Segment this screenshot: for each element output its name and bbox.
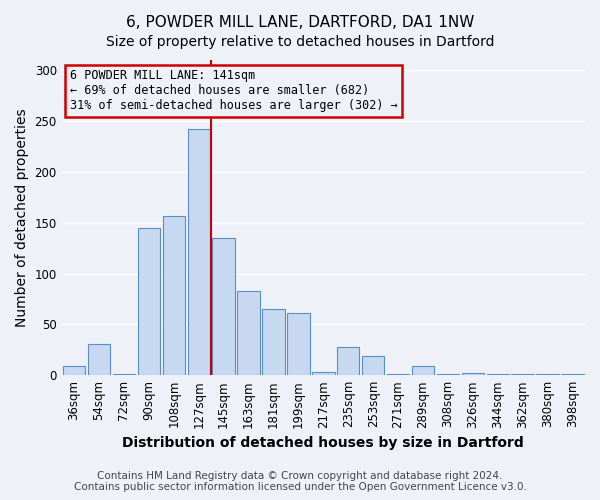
Y-axis label: Number of detached properties: Number of detached properties	[15, 108, 29, 327]
Bar	[163, 216, 185, 375]
Bar	[312, 372, 335, 375]
Bar	[562, 374, 584, 375]
Bar	[212, 238, 235, 375]
Bar	[287, 313, 310, 375]
Bar	[487, 374, 509, 375]
X-axis label: Distribution of detached houses by size in Dartford: Distribution of detached houses by size …	[122, 436, 524, 450]
Bar	[238, 291, 260, 375]
Bar	[137, 228, 160, 375]
Bar	[188, 129, 210, 375]
Bar	[63, 366, 85, 375]
Bar	[437, 374, 459, 375]
Text: 6 POWDER MILL LANE: 141sqm
← 69% of detached houses are smaller (682)
31% of sem: 6 POWDER MILL LANE: 141sqm ← 69% of deta…	[70, 70, 397, 112]
Bar	[337, 346, 359, 375]
Bar	[511, 374, 534, 375]
Bar	[362, 356, 385, 375]
Bar	[113, 374, 135, 375]
Bar	[536, 374, 559, 375]
Bar	[88, 344, 110, 375]
Text: 6, POWDER MILL LANE, DARTFORD, DA1 1NW: 6, POWDER MILL LANE, DARTFORD, DA1 1NW	[126, 15, 474, 30]
Text: Contains HM Land Registry data © Crown copyright and database right 2024.
Contai: Contains HM Land Registry data © Crown c…	[74, 471, 526, 492]
Bar	[412, 366, 434, 375]
Bar	[461, 373, 484, 375]
Bar	[262, 309, 285, 375]
Text: Size of property relative to detached houses in Dartford: Size of property relative to detached ho…	[106, 35, 494, 49]
Bar	[387, 374, 409, 375]
